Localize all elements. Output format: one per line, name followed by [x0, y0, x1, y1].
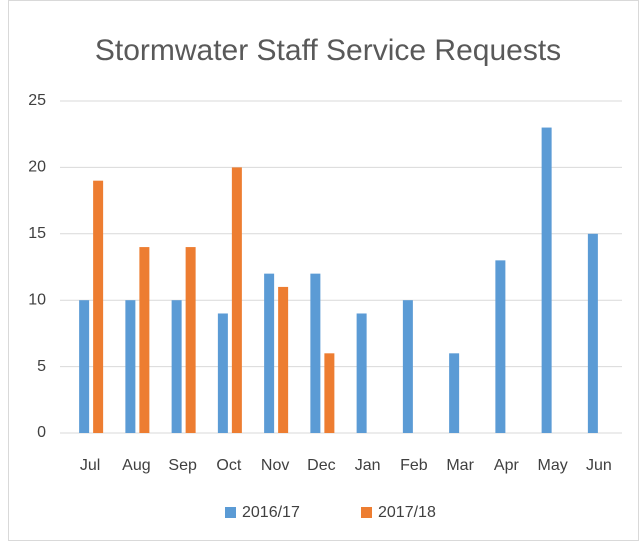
y-tick-label: 20 — [28, 159, 46, 176]
bar — [231, 167, 242, 433]
x-tick-label: May — [538, 457, 568, 474]
legend-label: 2016/17 — [242, 504, 300, 521]
x-tick-label: Nov — [261, 457, 289, 474]
bar — [93, 180, 104, 433]
bar — [171, 300, 182, 433]
x-tick-label: Dec — [307, 457, 335, 474]
bar — [587, 233, 598, 433]
chart-frame — [8, 0, 639, 541]
bar — [139, 247, 150, 433]
x-tick-label: Jan — [355, 457, 381, 474]
y-tick-label: 10 — [28, 291, 46, 308]
bar — [310, 273, 321, 433]
x-tick-label: Feb — [400, 457, 428, 474]
bar — [264, 273, 275, 433]
bar — [278, 286, 289, 433]
bar — [324, 353, 335, 433]
x-tick-label: Mar — [446, 457, 474, 474]
bar — [541, 127, 552, 433]
chart-title: Stormwater Staff Service Requests — [95, 34, 561, 67]
legend-label: 2017/18 — [378, 504, 436, 521]
bar — [79, 300, 90, 433]
bar — [402, 300, 413, 433]
x-tick-label: Oct — [216, 457, 241, 474]
bar — [356, 313, 367, 433]
bar — [449, 353, 460, 433]
y-tick-label: 5 — [37, 358, 46, 375]
x-tick-label: Jun — [586, 457, 612, 474]
bar — [217, 313, 228, 433]
y-tick-label: 25 — [28, 92, 46, 109]
x-tick-label: Jul — [80, 457, 100, 474]
x-tick-label: Aug — [122, 457, 150, 474]
y-tick-label: 0 — [37, 424, 46, 441]
x-tick-label: Sep — [168, 457, 197, 474]
legend-swatch — [361, 507, 372, 518]
bar — [125, 300, 136, 433]
bar — [495, 260, 506, 433]
x-tick-label: Apr — [494, 457, 520, 474]
legend-swatch — [225, 507, 236, 518]
bar — [185, 247, 196, 433]
y-tick-label: 15 — [28, 225, 46, 242]
